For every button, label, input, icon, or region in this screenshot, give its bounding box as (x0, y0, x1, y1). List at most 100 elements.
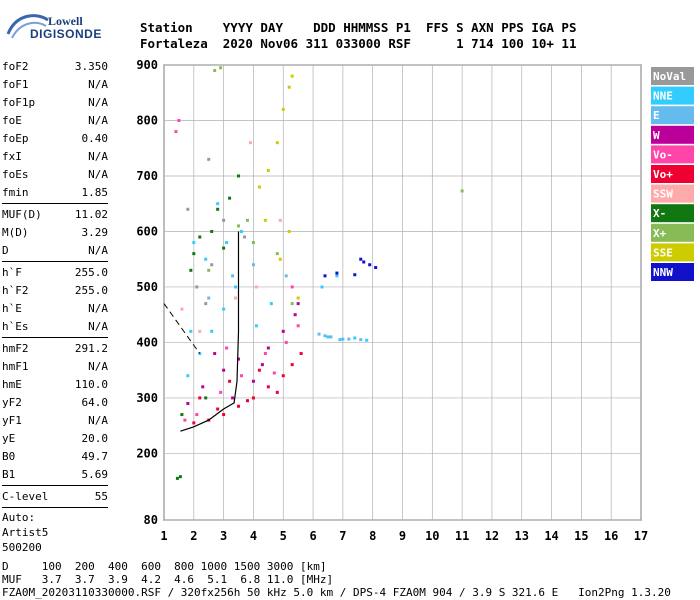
param-row: foEp 0.40 (2, 130, 108, 148)
x-tick-label: 5 (280, 529, 287, 543)
echo-point (338, 338, 342, 342)
echo-point (210, 329, 214, 333)
echo-point (251, 241, 255, 245)
param-value: N/A (88, 96, 108, 109)
echo-point (222, 413, 226, 417)
echo-point (275, 141, 279, 145)
echo-point (251, 396, 255, 400)
echo-point (207, 157, 211, 161)
echo-point (237, 224, 241, 228)
echo-point (174, 130, 178, 134)
param-row: h`F 255.0 (2, 264, 108, 282)
echo-point (186, 207, 190, 211)
param-value: 55 (94, 490, 108, 503)
chart-echo-points (174, 66, 464, 480)
echo-point (198, 329, 202, 333)
echo-point (287, 229, 291, 233)
x-tick-label: 16 (604, 529, 618, 543)
echo-point (242, 235, 246, 239)
param-key: h`F (2, 266, 22, 279)
echo-point (234, 296, 238, 300)
echo-point (201, 385, 205, 389)
echo-point (231, 396, 235, 400)
echo-point (245, 218, 249, 222)
y-tick-label: 700 (136, 169, 158, 183)
legend-label: Vo+ (653, 168, 673, 181)
echo-point (219, 66, 223, 70)
param-row: foF1p N/A (2, 94, 108, 112)
chart-curves (163, 231, 240, 432)
trace-curve (163, 303, 201, 354)
echo-point (186, 401, 190, 405)
echo-point (329, 335, 333, 339)
param-key: hmE (2, 378, 22, 391)
echo-point (359, 257, 363, 261)
param-key: foF1p (2, 96, 36, 109)
param-value: 49.7 (81, 450, 109, 463)
chart-legend: NoVal NNE EW Vo- Vo+ SSW X- X+ SSE NNW (651, 67, 694, 281)
legend-label: SSW (653, 188, 673, 201)
legend-swatch (651, 223, 694, 242)
param-row: fxI N/A (2, 148, 108, 166)
echo-point (290, 363, 294, 367)
param-key: yE (2, 432, 16, 445)
auto-label: Auto: (2, 511, 36, 524)
legend-swatch (651, 86, 694, 105)
lowell-digisonde-logo: Lowell DIGISONDE (6, 6, 126, 46)
x-tick-label: 9 (399, 529, 406, 543)
param-key: yF1 (2, 414, 22, 427)
echo-point (257, 368, 261, 372)
echo-point (293, 313, 297, 317)
y-tick-label: 500 (136, 280, 158, 294)
station-header: Station YYYY DAY DDD HHMMSS P1 FFS S AXN… (140, 20, 577, 52)
echo-point (216, 407, 220, 411)
echo-point (368, 263, 372, 267)
param-value: 20.0 (81, 432, 109, 445)
x-tick-label: 8 (369, 529, 376, 543)
legend-swatch (651, 184, 694, 203)
echo-point (299, 352, 303, 356)
param-value: 64.0 (81, 396, 109, 409)
echo-point (222, 368, 226, 372)
legend-swatch (651, 243, 694, 262)
echo-point (281, 107, 285, 111)
x-tick-label: 4 (250, 529, 257, 543)
param-value: N/A (88, 150, 108, 163)
echo-point (323, 334, 327, 338)
echo-point (240, 374, 244, 378)
param-value: 110.0 (74, 378, 108, 391)
legend-swatch (651, 165, 694, 183)
profile-curve (180, 231, 240, 432)
echo-point (216, 207, 220, 211)
echo-point (237, 404, 241, 408)
echo-point (225, 346, 229, 350)
legend-label: Vo- (653, 148, 673, 161)
param-row-clevel: C-level 55 (2, 488, 108, 506)
echo-point (237, 357, 241, 361)
param-value: 3.350 (74, 60, 108, 73)
echo-point (260, 363, 264, 367)
x-tick-label: 2 (190, 529, 197, 543)
param-key: MUF(D) (2, 208, 42, 221)
param-value: N/A (88, 244, 108, 257)
param-separator (2, 485, 108, 486)
autoscaler-version: 500200 (2, 541, 42, 554)
echo-point (275, 390, 279, 394)
echo-point (192, 421, 196, 425)
echo-point (266, 385, 270, 389)
echo-point (281, 374, 285, 378)
y-tick-label: 300 (136, 391, 158, 405)
param-value: N/A (88, 302, 108, 315)
x-tick-label: 15 (574, 529, 588, 543)
echo-point (254, 324, 258, 328)
param-key: foEp (2, 132, 29, 145)
param-separator (2, 203, 108, 204)
parameter-panel: foF2 3.350 foF1 N/A foF1p N/A foE N/A foEp 0.40 fx… (2, 58, 108, 555)
param-key: fmin (2, 186, 29, 199)
footer-file-row: FZA0M_20203110330000.RSF / 320fx256h 50 … (2, 586, 671, 599)
echo-point (287, 85, 291, 89)
logo-swoosh-icon (6, 14, 49, 39)
echo-point (210, 263, 214, 267)
echo-point (178, 475, 182, 479)
echo-point (192, 252, 196, 256)
